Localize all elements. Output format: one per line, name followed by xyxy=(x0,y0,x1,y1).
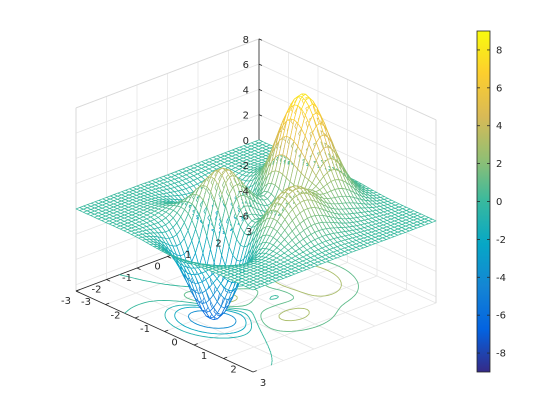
colorbar-tick-label: 8 xyxy=(496,45,502,56)
y-tick-label: 3 xyxy=(246,227,252,238)
z-tick-label: 6 xyxy=(243,60,249,71)
colorbar-tick-label: -6 xyxy=(496,311,506,322)
y-tick-label: 1 xyxy=(185,250,191,261)
y-tick-label: 2 xyxy=(215,239,221,250)
y-tick-label: 0 xyxy=(154,262,160,273)
gridline-z xyxy=(75,38,437,121)
x-tick-mark xyxy=(134,316,139,319)
x-tick-label: -2 xyxy=(111,311,121,322)
x-tick-mark xyxy=(75,289,80,292)
x-tick-label: -1 xyxy=(140,324,150,335)
gridline-z xyxy=(75,63,437,146)
box-edge xyxy=(258,38,437,121)
gridline-y xyxy=(106,279,284,361)
y-tick-label: -3 xyxy=(61,296,71,307)
z-tick-label: -4 xyxy=(239,186,249,197)
y-tick-label: -1 xyxy=(122,273,132,284)
colorbar-tick-label: 2 xyxy=(496,159,502,170)
z-tick-mark xyxy=(258,38,263,41)
x-tick-mark xyxy=(193,343,198,346)
colorbar-tick-label: 4 xyxy=(496,121,502,132)
colorbar-tick-label: -2 xyxy=(496,235,506,246)
z-tick-label: -2 xyxy=(239,161,249,172)
y-tick-label: -2 xyxy=(92,285,102,296)
x-tick-mark xyxy=(164,329,169,332)
box-edge xyxy=(75,38,260,109)
z-tick-label: 0 xyxy=(243,136,249,147)
z-tick-label: 4 xyxy=(243,85,249,96)
x-tick-label: 3 xyxy=(260,378,266,389)
axes-box xyxy=(75,38,437,373)
x-tick-label: 0 xyxy=(171,338,177,349)
x-tick-mark xyxy=(105,302,110,305)
z-tick-mark xyxy=(258,114,263,117)
surface-mesh xyxy=(75,93,437,321)
z-tick-label: 8 xyxy=(243,35,249,46)
z-tick-mark xyxy=(258,89,263,92)
colorbar-tick-label: -4 xyxy=(496,273,506,284)
z-tick-label: -6 xyxy=(239,212,249,223)
x-tick-mark xyxy=(223,356,228,359)
y-tick-mark xyxy=(167,256,172,259)
colorbar: -8 -6 -4 -2 0 2 4 6 8 xyxy=(476,30,506,373)
y-tick-mark xyxy=(136,267,141,270)
z-tick-mark xyxy=(258,63,263,66)
colorbar-tick-label: 0 xyxy=(496,197,502,208)
z-tick-label: 2 xyxy=(243,111,249,122)
x-tick-mark xyxy=(252,370,257,373)
y-tick-mark xyxy=(106,279,111,282)
x-tick-label: -3 xyxy=(81,297,91,308)
colorbar-tick-label: 6 xyxy=(496,83,502,94)
colorbar-tick-label: -8 xyxy=(496,349,506,360)
mesh-cell xyxy=(428,218,437,223)
colorbar-ticks: -8 -6 -4 -2 0 2 4 6 8 xyxy=(477,45,506,360)
x-tick-label: 2 xyxy=(230,365,236,376)
x-tick-label: 1 xyxy=(201,351,207,362)
y-tick-mark xyxy=(75,290,80,293)
